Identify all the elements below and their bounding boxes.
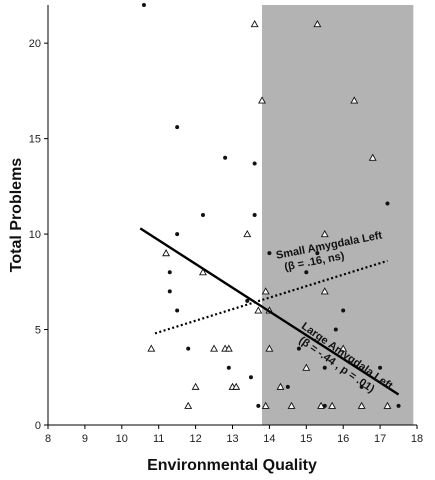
data-point-dot xyxy=(252,213,257,217)
x-axis-title: Environmental Quality xyxy=(147,457,317,474)
data-point-dot xyxy=(359,384,364,389)
x-tick-label: 13 xyxy=(226,433,238,445)
data-point-dot xyxy=(175,308,180,313)
trend-line-small-amygdala xyxy=(154,259,388,335)
data-point-dot xyxy=(304,270,309,275)
data-point-triangle xyxy=(243,229,252,238)
data-point-triangle xyxy=(199,268,207,276)
data-point-triangle xyxy=(265,344,274,352)
y-tick-label: 5 xyxy=(35,325,41,337)
data-point-triangle xyxy=(147,344,156,352)
data-point-triangle xyxy=(320,287,329,295)
data-point-dot xyxy=(248,375,253,380)
data-point-dot xyxy=(141,3,146,7)
data-point-triangle xyxy=(191,382,200,390)
data-point-triangle xyxy=(287,401,296,409)
data-point-triangle xyxy=(258,96,266,104)
data-point-triangle xyxy=(350,96,359,104)
data-point-triangle xyxy=(328,401,337,409)
data-point-dot xyxy=(378,365,383,370)
x-tick-label: 12 xyxy=(189,433,201,445)
data-point-dot xyxy=(315,251,320,256)
data-point-triangle xyxy=(357,401,366,409)
y-tick-label: 15 xyxy=(29,134,41,146)
data-point-dot xyxy=(267,251,272,256)
y-tick-label: 10 xyxy=(29,229,41,241)
data-point-triangle xyxy=(383,401,392,409)
data-point-triangle xyxy=(162,249,171,257)
data-point-dot xyxy=(245,298,250,303)
data-point-dot xyxy=(322,365,327,370)
data-point-dot xyxy=(223,155,228,160)
y-tick-label: 0 xyxy=(35,420,41,432)
data-point-dot xyxy=(333,327,338,332)
data-point-triangle xyxy=(320,229,329,238)
data-point-dot xyxy=(200,213,205,217)
x-tick-label: 17 xyxy=(374,433,386,445)
data-point-dot xyxy=(385,201,390,206)
data-point-dot xyxy=(285,384,290,389)
trend-lines xyxy=(139,227,400,396)
data-point-triangle xyxy=(302,363,311,371)
data-point-triangle xyxy=(276,382,285,390)
data-point-triangle xyxy=(261,401,270,409)
x-tick-label: 14 xyxy=(263,433,275,445)
data-point-triangle xyxy=(210,344,219,352)
data-point-dot xyxy=(175,232,180,237)
data-point-triangle xyxy=(368,153,377,161)
data-point-triangle xyxy=(250,19,259,28)
x-tick-label: 10 xyxy=(116,433,128,445)
data-point-triangle xyxy=(224,344,233,352)
data-points xyxy=(141,3,401,409)
x-tick-label: 11 xyxy=(153,433,164,445)
x-tick-label: 18 xyxy=(411,433,423,445)
data-point-triangle xyxy=(317,401,326,409)
x-tick-label: 15 xyxy=(300,433,312,445)
data-point-dot xyxy=(226,365,231,370)
data-point-triangle xyxy=(339,344,348,352)
data-point-dot xyxy=(167,270,172,275)
data-point-dot xyxy=(186,346,191,351)
trend-line-large-amygdala xyxy=(139,227,400,396)
data-point-dot xyxy=(256,403,261,408)
data-point-dot xyxy=(396,403,401,408)
x-tick-label: 9 xyxy=(82,433,88,445)
y-tick-label: 20 xyxy=(29,38,41,50)
data-point-dot xyxy=(341,308,346,313)
data-point-triangle xyxy=(261,287,270,295)
data-point-triangle xyxy=(313,19,322,28)
data-point-dot xyxy=(296,346,301,351)
data-point-triangle xyxy=(232,382,241,390)
data-point-dot xyxy=(175,125,180,130)
x-tick-label: 8 xyxy=(45,433,51,445)
data-point-triangle xyxy=(184,401,193,409)
data-point-triangle xyxy=(254,306,263,314)
data-point-dot xyxy=(167,289,172,294)
tick-labels: 8 9 10 11 12 13 14 15 16 17 18 0 5 10 15 20 xyxy=(29,38,423,445)
data-point-dot xyxy=(252,161,257,166)
y-axis-title: Total Problems xyxy=(8,158,25,272)
x-tick-label: 16 xyxy=(337,433,349,445)
